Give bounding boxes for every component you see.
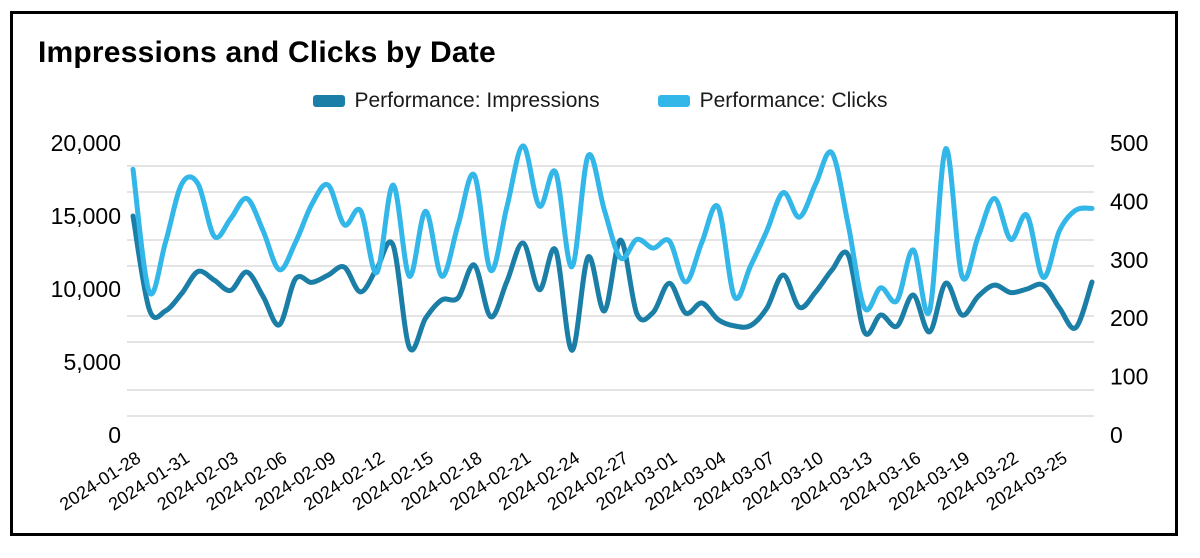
chart-border [10, 11, 1178, 536]
clicks-line [130, 143, 1095, 317]
legend-label-clicks: Performance: Clicks [699, 89, 888, 112]
legend-label-impressions: Performance: Impressions [354, 89, 600, 112]
right-axis-tick-label: 100 [1110, 364, 1148, 390]
left-axis-tick-label: 0 [108, 422, 121, 448]
chart-title: Impressions and Clicks by Date [38, 36, 496, 69]
left-axis-tick-label: 10,000 [51, 276, 121, 302]
right-axis-tick-label: 500 [1110, 130, 1148, 156]
clicks-color-swatch-icon [657, 95, 690, 107]
right-axis-tick-label: 400 [1110, 188, 1148, 214]
legend-item-impressions: Performance: Impressions [312, 89, 600, 113]
legend: Performance: Impressions Performance: Cl… [0, 88, 1200, 114]
right-axis-tick-label: 200 [1110, 305, 1148, 331]
legend-item-clicks: Performance: Clicks [657, 89, 888, 113]
right-axis-tick-label: 300 [1110, 247, 1148, 273]
impressions-color-swatch-icon [312, 95, 345, 107]
impressions-line [130, 213, 1095, 353]
left-axis-tick-label: 5,000 [63, 349, 121, 375]
right-axis-tick-label: 0 [1110, 422, 1123, 448]
left-axis-tick-label: 15,000 [51, 203, 121, 229]
left-axis-tick-label: 20,000 [51, 130, 121, 156]
